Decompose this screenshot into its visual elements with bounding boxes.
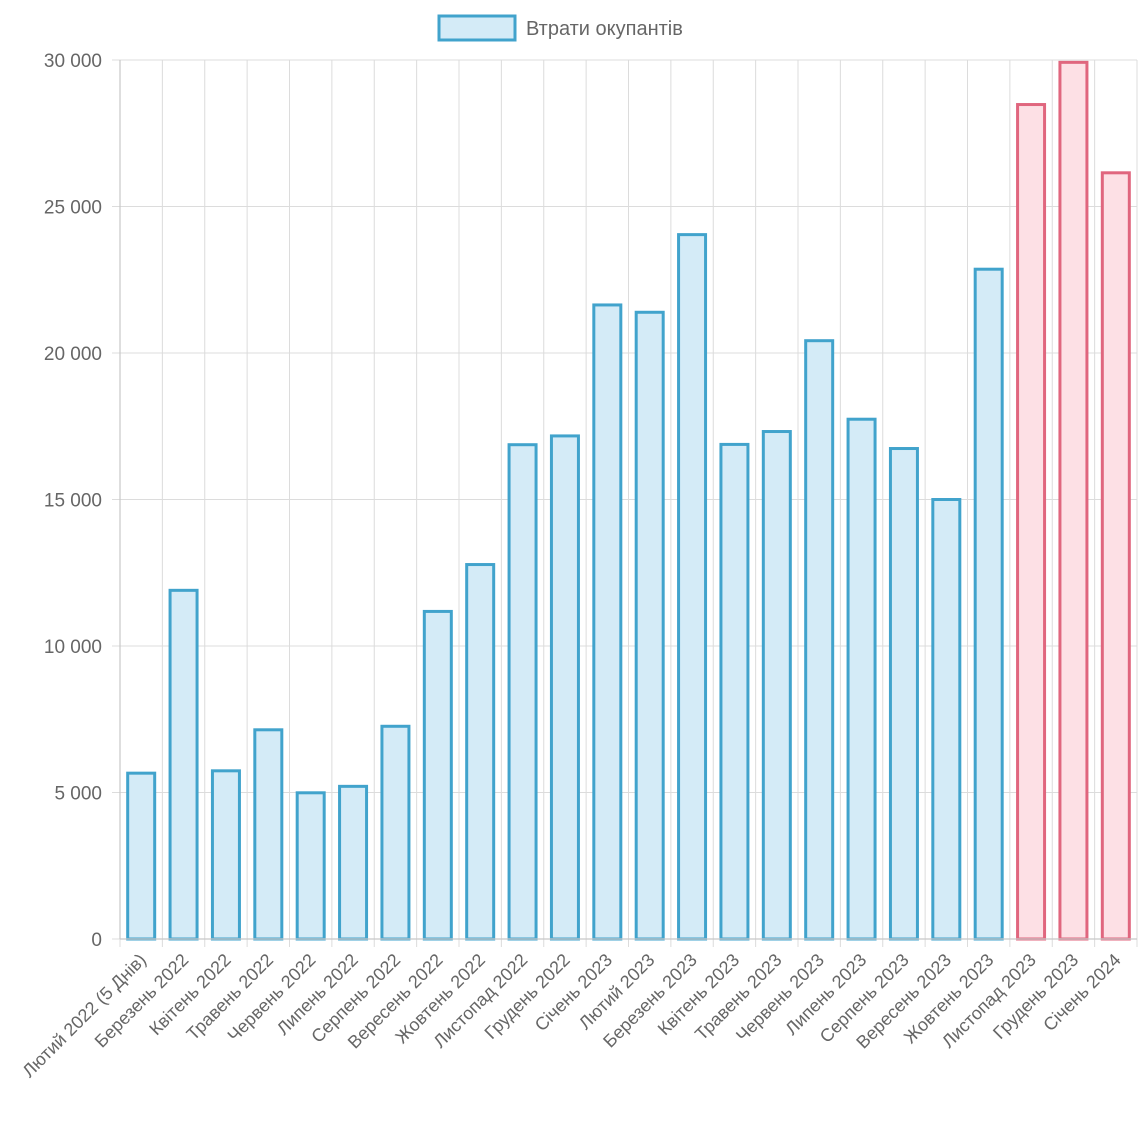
y-tick-label: 15 000 xyxy=(44,491,102,512)
bar-16[interactable] xyxy=(761,430,792,941)
bar-9[interactable] xyxy=(465,563,496,941)
x-axis-labels: Лютий 2022 (5 Днів)Березень 2022Квітень … xyxy=(18,950,1124,1082)
y-axis-ticks: 0 5 000 10 000 15 000 20 000 25 000 30 000 xyxy=(44,51,102,951)
bar-18[interactable] xyxy=(846,417,877,941)
y-tick-label: 20 000 xyxy=(44,344,102,365)
bar-3[interactable] xyxy=(210,769,241,941)
y-tick-label: 0 xyxy=(91,930,102,951)
axes xyxy=(119,60,1137,940)
bar-13[interactable] xyxy=(634,310,665,941)
y-tick-label: 10 000 xyxy=(44,637,102,658)
bar-14[interactable] xyxy=(677,233,708,941)
grid xyxy=(112,59,1138,947)
bar-11[interactable] xyxy=(549,434,580,941)
legend[interactable]: Втрати окупантів xyxy=(437,14,683,42)
bar-12[interactable] xyxy=(592,303,623,941)
bar-1[interactable] xyxy=(126,771,157,941)
bar-15[interactable] xyxy=(719,442,750,941)
bar-4[interactable] xyxy=(253,728,284,941)
legend-label: Втрати окупантів xyxy=(526,18,683,40)
legend-swatch xyxy=(437,14,517,42)
y-tick-label: 5 000 xyxy=(54,784,102,805)
bar-2[interactable] xyxy=(168,588,199,941)
bar-19[interactable] xyxy=(888,447,919,941)
bar-17[interactable] xyxy=(804,339,835,941)
bar-7[interactable] xyxy=(380,724,411,941)
y-tick-label: 25 000 xyxy=(44,198,102,219)
bar-22[interactable] xyxy=(1016,103,1047,941)
bars xyxy=(126,60,1131,941)
y-tick-label: 30 000 xyxy=(44,51,102,72)
bar-6[interactable] xyxy=(338,784,369,941)
bar-10[interactable] xyxy=(507,443,538,941)
bar-8[interactable] xyxy=(422,609,453,941)
bar-24[interactable] xyxy=(1100,171,1131,941)
bar-21[interactable] xyxy=(973,267,1004,941)
bar-23[interactable] xyxy=(1058,60,1089,941)
bar-20[interactable] xyxy=(931,498,962,941)
bar-5[interactable] xyxy=(295,791,326,941)
